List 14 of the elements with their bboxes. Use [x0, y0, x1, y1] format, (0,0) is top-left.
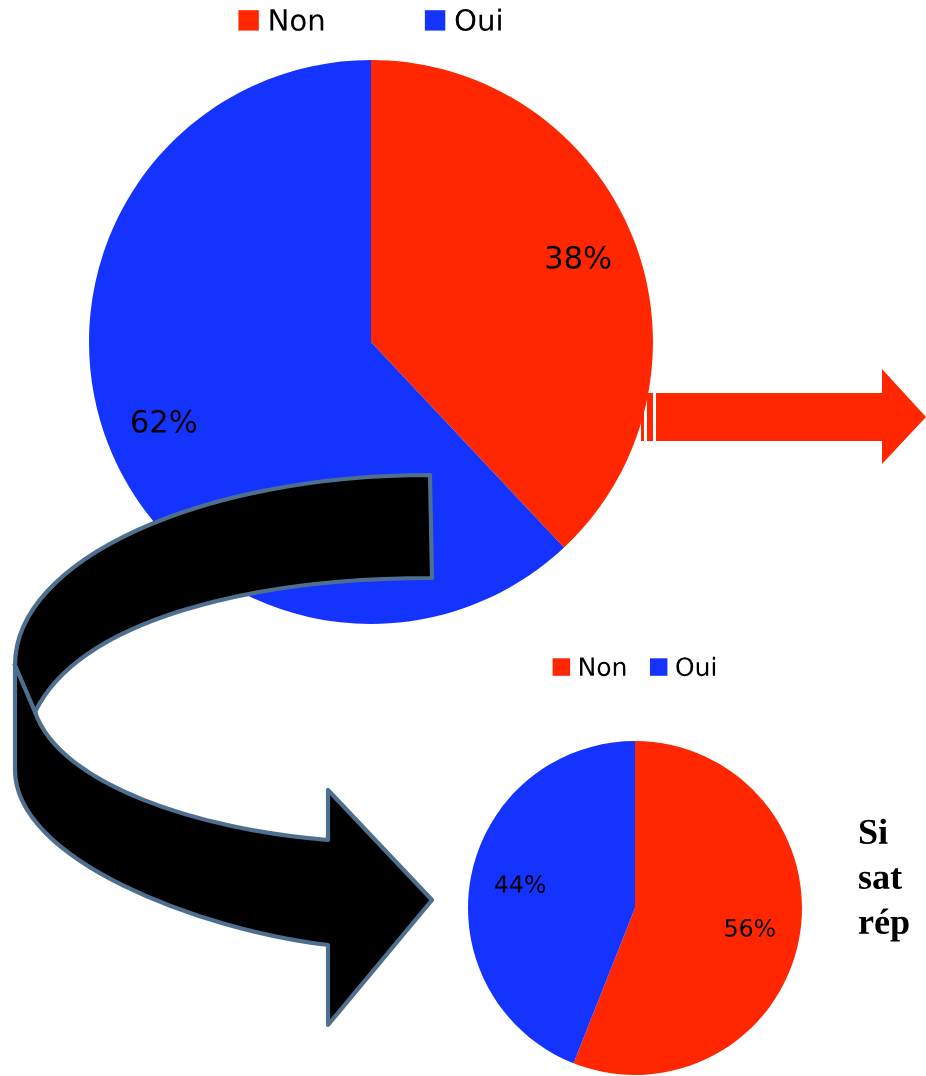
- pie-slice: [573, 741, 802, 1075]
- legend-label: Oui: [455, 8, 501, 32]
- pie-slice: [468, 741, 635, 1064]
- pie-slice: [371, 60, 653, 548]
- data-label: 56%: [725, 918, 775, 937]
- legend-label: Non: [580, 657, 626, 677]
- data-label: 38%: [546, 245, 611, 269]
- text: Si: [859, 818, 888, 845]
- data-label: 62%: [132, 409, 197, 433]
- legend-label: Oui: [676, 656, 716, 677]
- text: sat: [859, 868, 902, 890]
- legend-label: Non: [270, 9, 324, 32]
- data-label: 44%: [495, 875, 546, 893]
- text: rép: [858, 908, 909, 942]
